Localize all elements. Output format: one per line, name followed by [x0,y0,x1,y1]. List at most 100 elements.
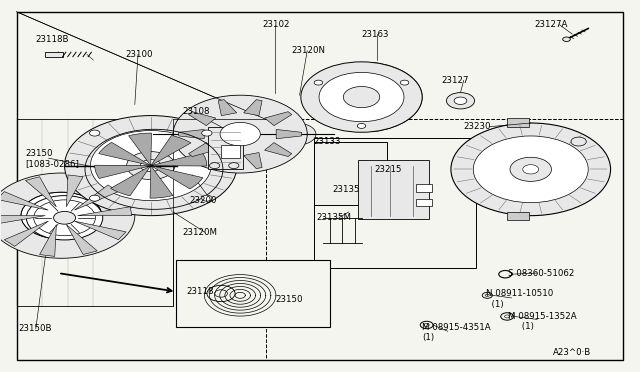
Bar [176,260,330,327]
Wedge shape [151,166,203,189]
Text: 23102: 23102 [262,20,290,29]
Bar [416,184,432,192]
Wedge shape [151,135,191,166]
Circle shape [140,160,161,171]
Circle shape [301,62,422,132]
Bar [17,119,173,307]
Text: 23135: 23135 [333,185,360,194]
Text: 23163: 23163 [362,29,389,39]
Polygon shape [264,112,292,126]
Circle shape [278,123,316,145]
Polygon shape [244,100,262,116]
Circle shape [447,93,474,109]
Circle shape [0,173,135,258]
Text: 23127A: 23127A [534,20,567,29]
Bar [45,52,63,57]
Polygon shape [67,175,83,207]
Text: 23120M: 23120M [182,228,218,237]
Text: 23120N: 23120N [291,46,325,55]
Polygon shape [26,177,56,207]
Circle shape [54,211,76,224]
Bar [506,118,529,127]
Polygon shape [264,142,292,157]
Circle shape [65,116,237,216]
Bar [358,160,429,219]
Polygon shape [0,192,48,210]
Text: 23200: 23200 [189,196,216,205]
Polygon shape [74,221,126,240]
Circle shape [319,73,404,122]
Circle shape [473,136,588,203]
Text: 23118: 23118 [186,287,213,296]
Polygon shape [276,129,301,139]
Text: 23150
[1083-0286]: 23150 [1083-0286] [25,148,79,168]
Circle shape [287,128,307,140]
Bar [314,138,476,267]
Circle shape [209,163,220,169]
Wedge shape [111,166,151,196]
Bar [208,127,243,169]
Text: S 08360-51062: S 08360-51062 [508,269,575,278]
Polygon shape [40,225,56,256]
Wedge shape [150,166,173,198]
Polygon shape [77,207,132,216]
Circle shape [523,165,539,174]
Circle shape [90,131,211,201]
Circle shape [26,196,103,240]
Circle shape [220,122,260,146]
Circle shape [173,95,307,173]
Text: 23118B: 23118B [36,35,69,44]
Circle shape [34,200,95,236]
Wedge shape [95,165,151,179]
Polygon shape [189,142,216,157]
Circle shape [90,130,100,136]
Circle shape [357,124,365,128]
Text: 23100: 23100 [125,50,153,59]
Bar [266,119,623,360]
Bar [506,212,529,221]
Polygon shape [179,129,204,139]
Circle shape [314,80,323,85]
Text: 23150B: 23150B [19,324,52,333]
Circle shape [21,192,102,239]
Circle shape [228,163,239,169]
Circle shape [47,207,76,224]
Polygon shape [244,153,262,169]
Circle shape [202,130,212,136]
Bar [314,141,387,205]
Circle shape [401,80,409,85]
Text: M 08915-4351A
(1): M 08915-4351A (1) [422,323,491,342]
Bar [416,199,432,206]
Text: M 08915-1352A
     (1): M 08915-1352A (1) [508,312,577,331]
Circle shape [510,157,552,182]
Circle shape [451,123,611,216]
Polygon shape [218,100,237,116]
Circle shape [127,152,175,180]
Circle shape [47,207,76,224]
Polygon shape [74,185,118,210]
Text: 23135M: 23135M [317,213,352,222]
Bar [221,145,240,158]
Wedge shape [151,153,207,166]
Text: 23215: 23215 [374,165,402,174]
Circle shape [454,97,467,105]
Wedge shape [129,133,152,166]
Wedge shape [99,142,151,166]
Circle shape [343,87,380,108]
Circle shape [485,294,489,296]
Text: 23133: 23133 [314,137,341,146]
Circle shape [90,195,100,201]
Circle shape [202,195,212,201]
Polygon shape [67,225,97,254]
Text: 23108: 23108 [182,108,210,116]
Text: 23150: 23150 [275,295,303,304]
Polygon shape [189,112,216,126]
Polygon shape [4,221,48,246]
Text: A23^0·B: A23^0·B [553,347,591,356]
Polygon shape [0,216,45,225]
Circle shape [482,292,492,298]
Text: 23230: 23230 [464,122,491,131]
Circle shape [571,137,586,146]
Polygon shape [218,153,237,169]
Circle shape [563,37,570,41]
